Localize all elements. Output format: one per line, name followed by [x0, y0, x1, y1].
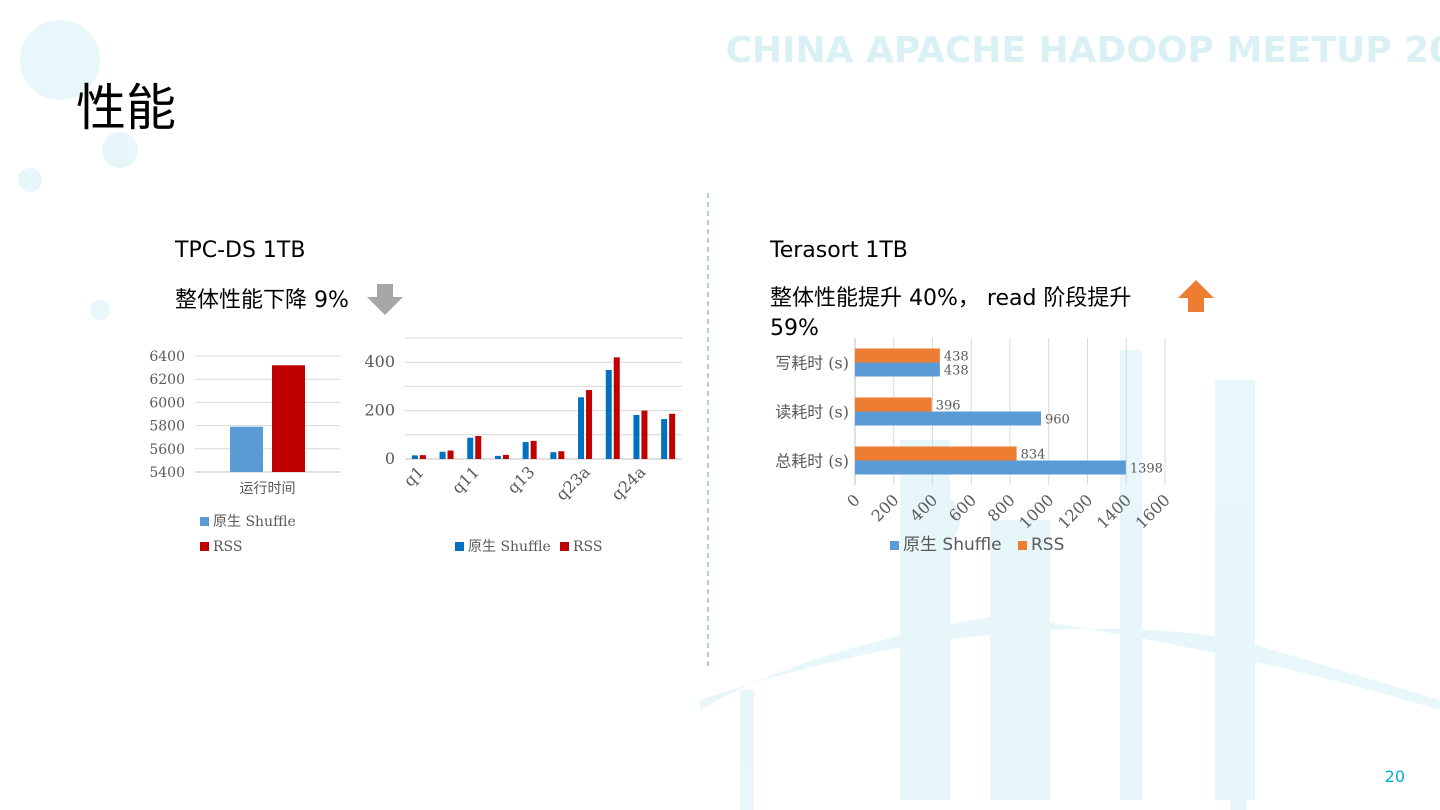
y-tick-label: 写耗时 (s) — [775, 354, 849, 373]
data-label: 834 — [1021, 448, 1046, 463]
bar — [502, 454, 509, 459]
bar — [661, 419, 668, 459]
legend-label: 原生 Shuffle — [213, 514, 296, 530]
bar — [494, 455, 501, 459]
legend-swatch — [1018, 541, 1027, 550]
background-decor — [18, 20, 1440, 810]
bar — [641, 410, 648, 459]
bar — [447, 450, 454, 459]
legend-label: 原生 Shuffle — [468, 539, 551, 555]
bar — [855, 362, 940, 377]
summary-box: 整体性能提升 40%， read 阶段提升 59% — [770, 286, 1132, 341]
bar — [439, 451, 446, 459]
legend-swatch — [455, 542, 464, 551]
bar — [855, 397, 932, 412]
bar — [855, 348, 940, 363]
x-tick-label: q1 — [400, 462, 428, 490]
y-tick-label: 5400 — [149, 465, 185, 481]
data-label: 438 — [944, 350, 969, 365]
down-arrow — [367, 284, 403, 315]
bar — [272, 365, 305, 472]
bar — [613, 357, 620, 459]
bar — [855, 411, 1041, 426]
bar — [550, 452, 557, 459]
x-tick-label: 运行时间 — [240, 481, 296, 497]
y-tick-label: 6400 — [149, 349, 185, 365]
legend-swatch — [200, 517, 209, 526]
page-number: 20 — [1385, 767, 1405, 786]
section-heading: TPC-DS 1TB — [174, 238, 305, 263]
y-tick-label: 5600 — [149, 442, 185, 458]
bar — [467, 437, 474, 459]
bar — [605, 369, 612, 459]
data-label: 1398 — [1130, 462, 1163, 477]
legend-label: RSS — [573, 539, 602, 555]
data-label: 396 — [936, 399, 961, 414]
y-tick-label: 200 — [364, 401, 395, 420]
y-tick-label: 5800 — [149, 419, 185, 435]
section-heading: Terasort 1TB — [769, 238, 908, 263]
bar — [586, 390, 593, 459]
y-tick-label: 400 — [364, 352, 395, 371]
bar — [855, 460, 1126, 475]
x-tick-label: q24a — [607, 462, 649, 504]
bar — [419, 455, 426, 459]
legend-label: 原生 Shuffle — [903, 535, 1002, 555]
bar — [522, 442, 529, 459]
legend-swatch — [560, 542, 569, 551]
bar — [669, 413, 676, 459]
legend-swatch — [200, 542, 209, 551]
section-summary: 整体性能下降 9% — [175, 288, 349, 313]
bar — [530, 440, 537, 459]
x-tick-label: 200 — [868, 490, 903, 525]
x-tick-label: q23a — [552, 462, 594, 504]
legend-label: RSS — [1031, 535, 1064, 555]
x-tick-label: 0 — [843, 490, 864, 511]
x-tick-label: q13 — [503, 462, 538, 497]
legend-swatch — [890, 541, 899, 550]
y-tick-label: 总耗时 (s) — [775, 452, 849, 471]
bar — [411, 455, 418, 459]
bar — [230, 426, 263, 472]
y-tick-label: 0 — [385, 449, 395, 468]
y-tick-label: 读耗时 (s) — [775, 403, 849, 422]
data-label: 438 — [944, 364, 969, 379]
bar — [558, 451, 565, 459]
y-tick-label: 6000 — [149, 395, 185, 411]
watermark: CHINA APACHE HADOOP MEETUP 2022 — [726, 30, 1440, 71]
bar — [855, 446, 1017, 461]
section-summary: 整体性能提升 40%， read 阶段提升 59% — [770, 286, 1132, 341]
data-label: 960 — [1045, 413, 1070, 428]
bar — [578, 397, 585, 459]
legend-label: RSS — [213, 539, 242, 555]
slide-title: 性能 — [76, 79, 176, 137]
y-tick-label: 6200 — [149, 372, 185, 388]
up-arrow — [1178, 280, 1214, 312]
x-tick-label: 1200 — [1054, 490, 1096, 532]
bar — [475, 436, 482, 459]
bar — [633, 414, 640, 459]
x-tick-label: q11 — [448, 462, 483, 497]
